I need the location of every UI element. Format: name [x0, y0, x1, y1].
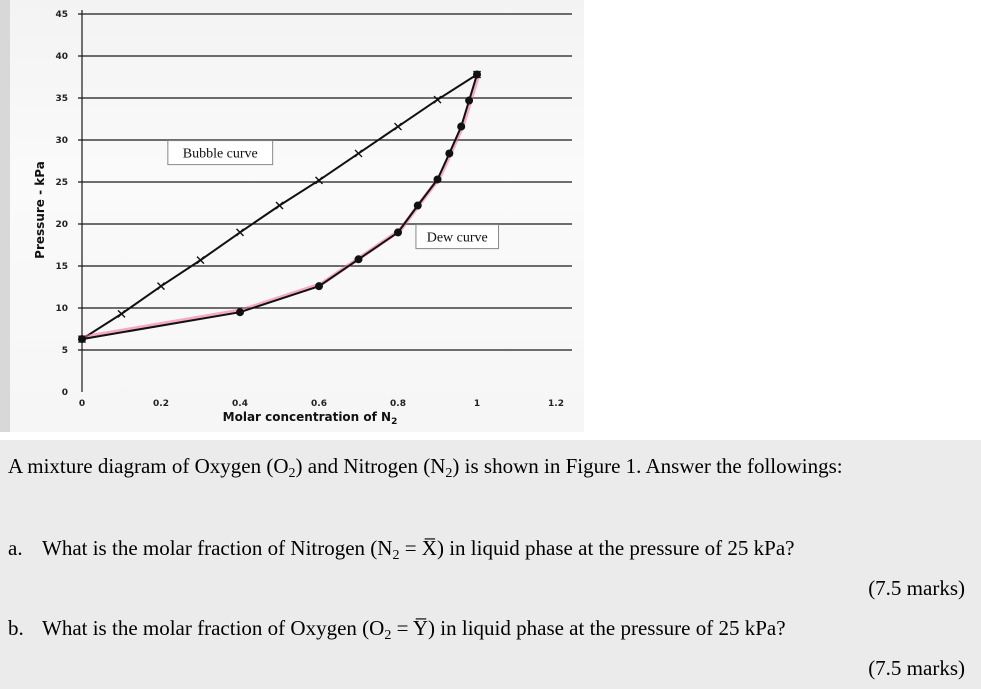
- x-tick-label-3: 0.6: [311, 399, 327, 409]
- question-a-marks: (7.5 marks): [868, 576, 965, 600]
- series-0-point-3: [196, 256, 205, 265]
- y-axis-title: Pressure - kPa: [33, 161, 47, 259]
- series-0-point-2: [157, 282, 165, 291]
- y-tick-label-8: 40: [55, 52, 68, 62]
- x-axis-title: Molar concentration of N2: [223, 410, 398, 427]
- series-1-point-0: [78, 335, 86, 344]
- annotation-box-0: [167, 140, 274, 166]
- y-tick-label-6: 30: [55, 136, 68, 146]
- question-b: b. What is the molar fraction of Oxygen (…: [8, 616, 786, 643]
- y-tick-label-4: 20: [55, 220, 68, 230]
- question-panel: A mixture diagram of Oxygen (O2) and Nit…: [0, 440, 981, 689]
- x-tick-label-0: 0: [79, 399, 85, 409]
- series-0-point-9: [433, 95, 442, 104]
- y-tick-label-5: 25: [55, 178, 68, 188]
- y-tick-label-3: 15: [55, 262, 68, 272]
- chart-figure: 0 5 10 15 20 25 30 35 40 45 0 0.2 0.4 0.6 0.8 1 1.2 Bubb…: [0, 0, 584, 432]
- phase-diagram-chart: 0 5 10 15 20 25 30 35 40 45 0 0.2 0.4 0.6 0.8 1 1.2 Bubb…: [0, 0, 572, 432]
- x-tick-label-2: 0.4: [232, 399, 248, 409]
- series-1-point-9: [465, 96, 474, 105]
- y-tick-label-9: 45: [55, 10, 68, 20]
- series-1-point-1: [236, 308, 244, 317]
- series-1-point-10: [473, 70, 481, 79]
- annotation-box-1: [415, 224, 500, 250]
- series-1-point-8: [457, 122, 466, 131]
- left-border-shadow: [0, 0, 10, 432]
- x-tick-label-1: 0.2: [153, 399, 169, 409]
- series-0-point-7: [354, 149, 363, 158]
- series-1-point-4: [394, 228, 402, 237]
- annotation-label-0: Bubble curve: [183, 147, 258, 162]
- question-intro: A mixture diagram of Oxygen (O2) and Nit…: [8, 454, 843, 481]
- y-tick-label-7: 35: [55, 94, 68, 104]
- y-tick-label-0: 0: [62, 388, 68, 398]
- series-0-point-1: [117, 309, 126, 318]
- series-1-point-5: [413, 201, 422, 210]
- series-1-point-3: [354, 255, 363, 264]
- series-0-point-4: [236, 228, 244, 237]
- question-a: a. What is the molar fraction of Nitrogen…: [8, 536, 795, 563]
- x-tick-label-6: 1.2: [548, 399, 564, 409]
- y-tick-label-2: 10: [55, 304, 68, 314]
- series-1-point-6: [433, 175, 442, 184]
- series-1-point-2: [315, 282, 323, 291]
- series-1-point-7: [445, 149, 454, 158]
- x-tick-label-5: 1: [474, 399, 480, 409]
- y-tick-label-1: 5: [62, 346, 68, 356]
- question-b-marks: (7.5 marks): [868, 656, 965, 680]
- annotation-label-1: Dew curve: [427, 231, 488, 246]
- series-0-point-5: [275, 201, 284, 210]
- series-0-point-6: [315, 176, 323, 185]
- series-0-point-8: [394, 122, 402, 131]
- x-tick-label-4: 0.8: [390, 399, 406, 409]
